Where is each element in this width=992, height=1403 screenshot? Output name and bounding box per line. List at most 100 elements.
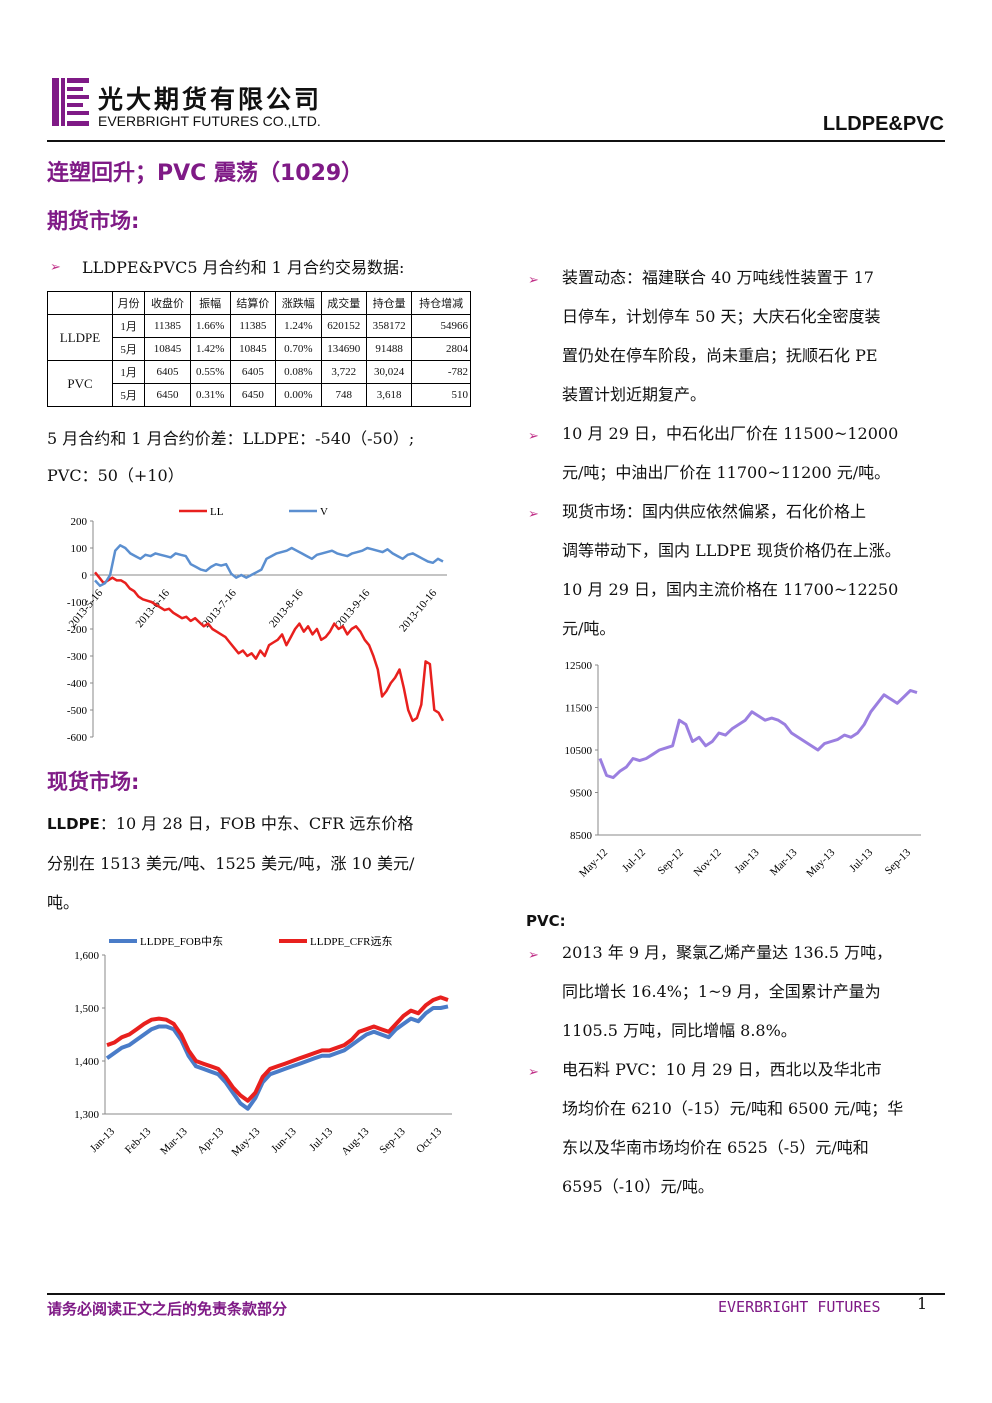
table-cell: -782 — [411, 360, 471, 384]
y-tick-label: 1,600 — [74, 950, 99, 962]
bullet-line: 10 月 29 日，国内主流价格在 11700~12250 — [562, 580, 899, 599]
table-cell: 10845 — [229, 337, 277, 361]
table-cell: 3,722 — [320, 360, 367, 384]
table-cell: 11385 — [144, 314, 191, 338]
table-cell: 134690 — [320, 337, 367, 361]
list-item: ➢ 装置动态：福建联合 40 万吨线性装置于 17 日停车，计划停车 50 天；… — [526, 258, 946, 414]
pvc-label: PVC: — [526, 912, 566, 930]
legend-label: LLDPE_CFR远东 — [310, 935, 393, 948]
footer-disclaimer: 请务必阅读正文之后的免责条款部分 — [47, 1300, 288, 1318]
table-cell: 6405 — [144, 360, 191, 384]
table-cell: 1.66% — [189, 314, 231, 338]
table-cell: 2804 — [411, 337, 471, 361]
y-tick-label: 9500 — [570, 788, 593, 800]
y-tick-label: -200 — [67, 624, 88, 636]
table-cell: 1.42% — [189, 337, 231, 361]
bullet-arrow-icon: ➢ — [528, 273, 539, 288]
logo — [52, 78, 92, 126]
table-cell: 6450 — [144, 383, 191, 407]
x-tick-label: May-13 — [804, 846, 837, 879]
table-cell: 620152 — [320, 314, 367, 338]
table-cell: 11385 — [229, 314, 277, 338]
x-tick-label: Oct-13 — [414, 1125, 444, 1155]
futures-table: 月份 收盘价 振幅 结算价 涨跌幅 成交量 持仓量 持仓增减 LLDPE 1月 … — [47, 291, 471, 407]
bullet-line: 装置动态：福建联合 40 万吨线性装置于 17 — [562, 268, 874, 287]
table-cell: 748 — [320, 383, 367, 407]
spread-chart: 2001000-100-200-300-400-500-6002013-5-16… — [67, 506, 447, 744]
y-tick-label: -100 — [67, 597, 88, 609]
table-row: LLDPE 1月 11385 1.66% 11385 1.24% 620152 … — [47, 314, 471, 361]
legend-label: LL — [210, 506, 224, 518]
table-corner — [47, 291, 113, 315]
bullet-line: 东以及华南市场均价在 6525（-5）元/吨和 — [562, 1138, 869, 1157]
table-header: 结算价 — [229, 291, 277, 315]
x-tick-label: May-13 — [229, 1125, 262, 1158]
y-tick-label: 200 — [71, 516, 88, 528]
table-cell: 5月 — [111, 383, 146, 407]
list-item: ➢ 10 月 29 日，中石化出厂价在 11500~12000 元/吨；中油出厂… — [526, 414, 946, 492]
bullet-line: 电石料 PVC：10 月 29 日，西北以及华北市 — [562, 1060, 882, 1079]
page-number: 1 — [917, 1294, 928, 1313]
bullet-arrow-icon: ➢ — [50, 260, 61, 275]
table-cell: 54966 — [411, 314, 471, 338]
page-title: 连塑回升；PVC 震荡（1029） — [47, 161, 364, 186]
table-cell: 3,618 — [365, 383, 413, 407]
company-name-cn: 光大期货有限公司 — [98, 85, 323, 114]
bullet-line: 置仍处在停车阶段，尚未重启；抚顺石化 PE — [562, 346, 878, 365]
section-futures: 期货市场: — [47, 209, 140, 233]
y-tick-label: 10500 — [565, 745, 593, 757]
table-cell: 1月 — [111, 314, 146, 338]
futures-intro: LLDPE&PVC5 月合约和 1 月合约交易数据: — [82, 258, 405, 277]
table-cell: 30,024 — [365, 360, 413, 384]
table-header: 涨跌幅 — [275, 291, 322, 315]
table-group-label: LLDPE — [47, 314, 113, 361]
table-cell: 510 — [411, 383, 471, 407]
table-header: 成交量 — [320, 291, 367, 315]
table-cell: 10845 — [144, 337, 191, 361]
table-row: PVC 1月 6405 0.55% 6405 0.08% 3,722 30,02… — [47, 360, 471, 407]
x-tick-label: Sep-13 — [377, 1125, 408, 1156]
table-cell: 91488 — [365, 337, 413, 361]
y-tick-label: -300 — [67, 651, 88, 663]
table-header: 持仓量 — [365, 291, 413, 315]
table-header: 月份 — [111, 291, 146, 315]
bullet-line: 元/吨；中油出厂价在 11700~11200 元/吨。 — [562, 463, 891, 482]
table-header: 收盘价 — [144, 291, 191, 315]
bullet-line: 装置计划近期复产。 — [562, 385, 707, 404]
section-spot: 现货市场: — [47, 770, 140, 794]
bullet-arrow-icon: ➢ — [528, 1065, 539, 1080]
table-row: 5月 6450 0.31% 6450 0.00% 748 3,618 510 — [48, 383, 471, 407]
table-cell: 0.70% — [275, 337, 322, 361]
y-tick-label: -400 — [67, 678, 88, 690]
series-line — [598, 689, 918, 780]
x-tick-label: Mar-13 — [158, 1125, 190, 1157]
x-tick-label: Jan-13 — [88, 1125, 118, 1155]
x-tick-label: 2013-10-16 — [397, 587, 440, 634]
bullet-line: 10 月 29 日，中石化出厂价在 11500~12000 — [562, 424, 899, 443]
footer-divider — [47, 1293, 945, 1295]
bullet-line: 2013 年 9 月，聚氯乙烯产量达 136.5 万吨， — [562, 943, 893, 962]
y-tick-label: 0 — [82, 570, 88, 582]
x-tick-label: May-12 — [577, 847, 610, 880]
company-name-en: EVERBRIGHT FUTURES CO.,LTD. — [98, 113, 321, 129]
table-row: 5月 10845 1.42% 10845 0.70% 134690 91488 … — [48, 337, 471, 361]
table-group-label: PVC — [47, 360, 113, 407]
y-tick-label: 11500 — [565, 703, 593, 715]
y-tick-label: 1,400 — [74, 1056, 99, 1068]
table-cell: 0.08% — [275, 360, 322, 384]
bullet-line: 1105.5 万吨，同比增幅 8.8%。 — [562, 1021, 797, 1040]
table-cell: 6405 — [229, 360, 277, 384]
bullet-line: 元/吨。 — [562, 619, 616, 638]
list-item: ➢ 现货市场：国内供应依然偏紧，石化价格上 调等带动下，国内 LLDPE 现货价… — [526, 492, 946, 648]
table-header-row: 月份 收盘价 振幅 结算价 涨跌幅 成交量 持仓量 持仓增减 — [47, 291, 471, 315]
table-header: 振幅 — [189, 291, 231, 315]
bullet-line: 日停车，计划停车 50 天；大庆石化全密度装 — [562, 307, 881, 326]
y-tick-label: 100 — [71, 543, 88, 555]
table-cell: 5月 — [111, 337, 146, 361]
right-bullet-list: ➢ 装置动态：福建联合 40 万吨线性装置于 17 日停车，计划停车 50 天；… — [526, 258, 946, 648]
x-tick-label: Feb-13 — [123, 1125, 154, 1156]
x-tick-label: Jul-13 — [847, 846, 875, 874]
series-line — [105, 1004, 449, 1111]
x-tick-label: Jul-12 — [620, 847, 648, 875]
table-cell: 1月 — [111, 360, 146, 384]
